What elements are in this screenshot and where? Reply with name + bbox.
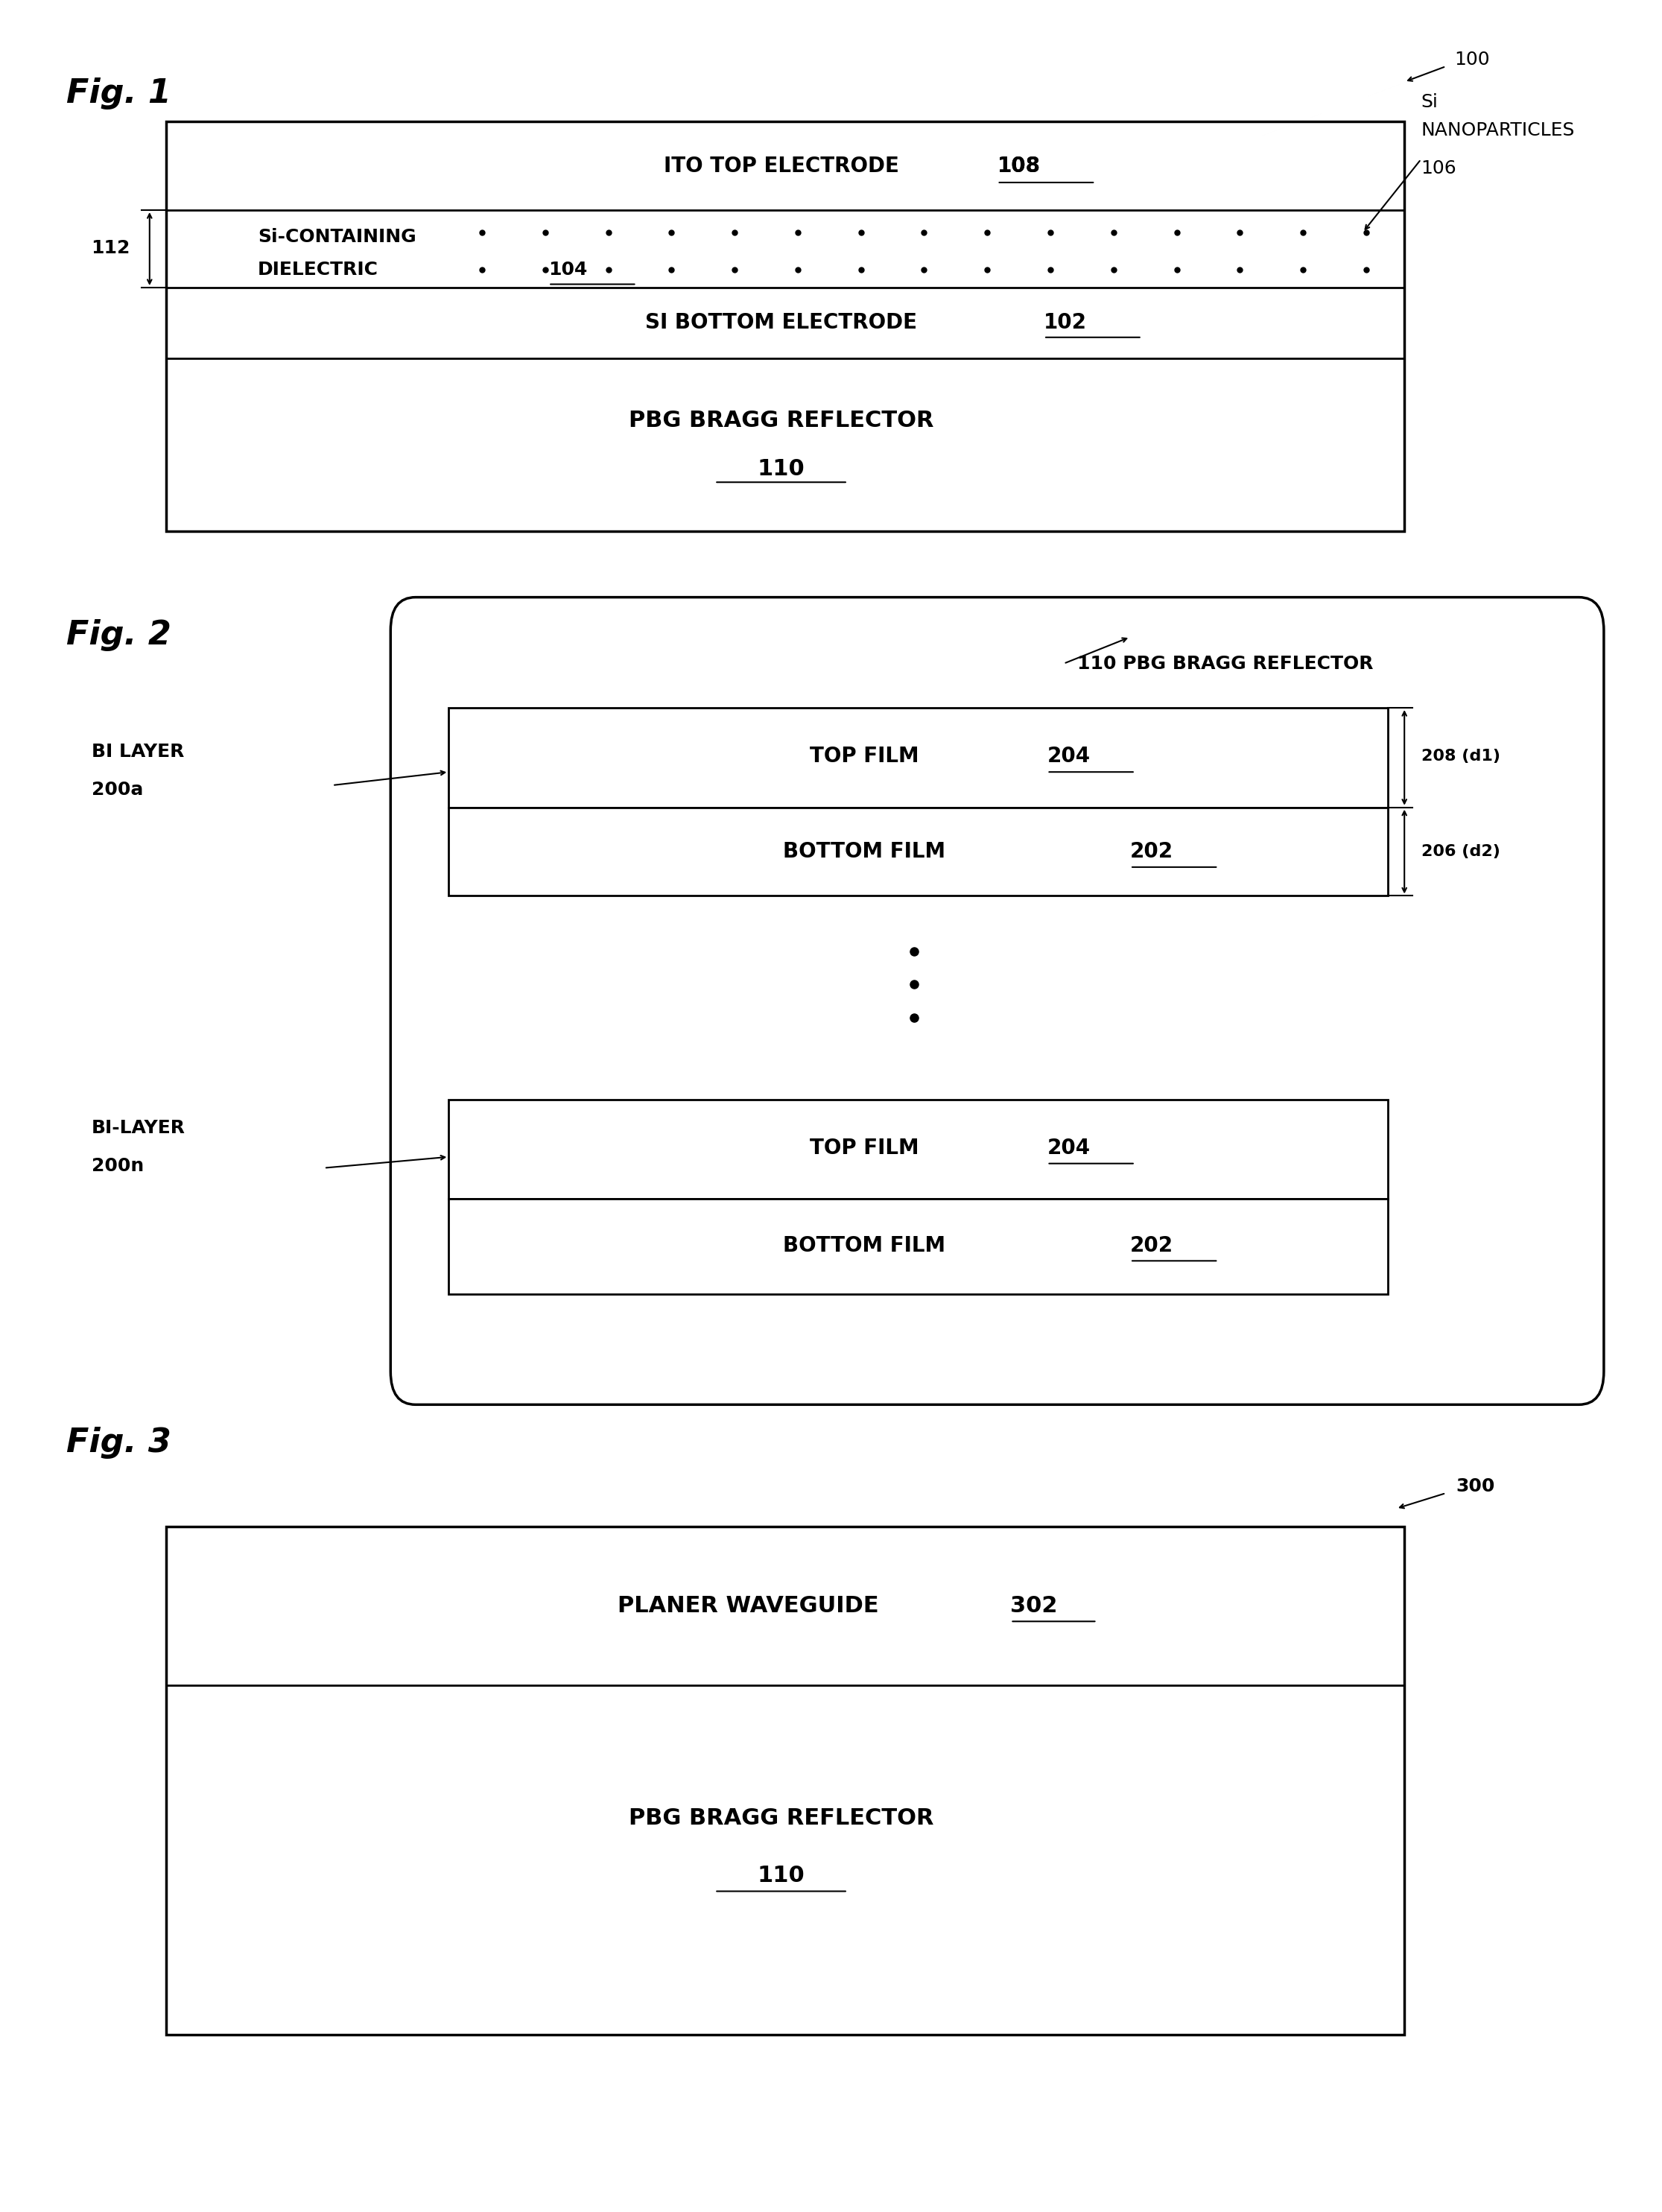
FancyBboxPatch shape xyxy=(166,122,1404,531)
Text: 106: 106 xyxy=(1421,159,1456,177)
Text: 200a: 200a xyxy=(91,781,143,799)
Text: Fig. 1: Fig. 1 xyxy=(66,77,171,108)
Text: NANOPARTICLES: NANOPARTICLES xyxy=(1421,122,1576,139)
Text: BI-LAYER: BI-LAYER xyxy=(91,1119,184,1137)
Text: PBG BRAGG REFLECTOR: PBG BRAGG REFLECTOR xyxy=(628,1807,934,1829)
Text: 206 (d2): 206 (d2) xyxy=(1421,845,1499,858)
Text: 208 (d1): 208 (d1) xyxy=(1421,750,1501,763)
Text: BOTTOM FILM: BOTTOM FILM xyxy=(783,841,946,863)
Text: PLANER WAVEGUIDE: PLANER WAVEGUIDE xyxy=(617,1595,879,1617)
Text: 202: 202 xyxy=(1130,1234,1173,1256)
Text: 204: 204 xyxy=(1047,1137,1090,1159)
FancyBboxPatch shape xyxy=(449,1199,1388,1294)
Text: 108: 108 xyxy=(997,155,1040,177)
Text: TOP FILM: TOP FILM xyxy=(809,1137,919,1159)
Text: Si-CONTAINING: Si-CONTAINING xyxy=(258,228,416,246)
Text: 104: 104 xyxy=(548,261,587,279)
FancyBboxPatch shape xyxy=(449,807,1388,896)
FancyBboxPatch shape xyxy=(391,597,1604,1405)
Text: 102: 102 xyxy=(1044,312,1087,334)
Text: Fig. 2: Fig. 2 xyxy=(66,619,171,650)
FancyBboxPatch shape xyxy=(449,708,1388,807)
Text: 110 PBG BRAGG REFLECTOR: 110 PBG BRAGG REFLECTOR xyxy=(1077,655,1373,672)
Text: 204: 204 xyxy=(1047,745,1090,768)
Text: 108: 108 xyxy=(997,155,1040,177)
Text: DIELECTRIC: DIELECTRIC xyxy=(258,261,379,279)
Text: PBG BRAGG REFLECTOR: PBG BRAGG REFLECTOR xyxy=(628,409,934,431)
Text: 112: 112 xyxy=(91,239,130,257)
FancyBboxPatch shape xyxy=(166,1526,1404,2035)
Text: ITO TOP ELECTRODE: ITO TOP ELECTRODE xyxy=(663,155,899,177)
Text: BOTTOM FILM: BOTTOM FILM xyxy=(783,1234,946,1256)
Text: Si: Si xyxy=(1421,93,1438,111)
Text: 302: 302 xyxy=(1010,1595,1057,1617)
Text: 100: 100 xyxy=(1454,51,1489,69)
Text: 202: 202 xyxy=(1130,841,1173,863)
Text: TOP FILM: TOP FILM xyxy=(809,745,919,768)
Text: 200n: 200n xyxy=(91,1157,143,1175)
Text: 300: 300 xyxy=(1456,1478,1494,1495)
Text: BI LAYER: BI LAYER xyxy=(91,743,184,761)
Text: SI BOTTOM ELECTRODE: SI BOTTOM ELECTRODE xyxy=(645,312,917,334)
Text: Fig. 3: Fig. 3 xyxy=(66,1427,171,1458)
Text: 110: 110 xyxy=(758,1865,804,1887)
FancyBboxPatch shape xyxy=(449,1099,1388,1199)
Text: 110: 110 xyxy=(758,458,804,480)
